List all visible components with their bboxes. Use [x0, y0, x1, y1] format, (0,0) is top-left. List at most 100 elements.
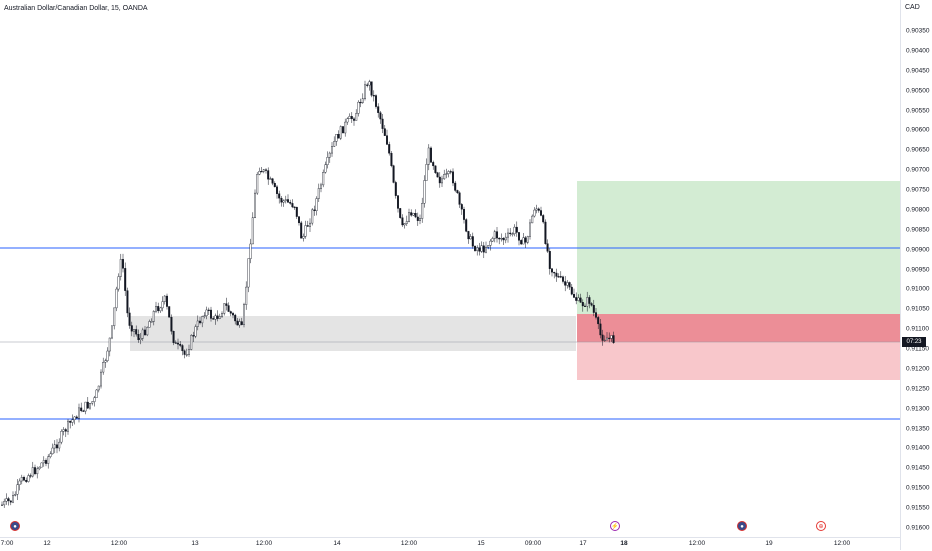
candle-body: [1, 504, 4, 506]
candle-body: [176, 342, 179, 345]
candle-body: [368, 81, 371, 86]
candle-body: [183, 350, 186, 355]
candle-body: [608, 337, 611, 340]
candle-body: [42, 460, 45, 464]
time-axis[interactable]: 7:00 12 12:00 13 12:00 14 12:00 15 09:00 17 18 12:0…: [0, 537, 900, 551]
time-label: 14: [333, 540, 341, 547]
price-label: 0.91050: [906, 305, 930, 313]
price-label: 0.91450: [906, 464, 930, 472]
candle-body: [214, 315, 217, 320]
candle-body: [511, 233, 514, 235]
candle-body: [205, 309, 208, 317]
candle-body: [430, 147, 433, 163]
candle-body: [601, 334, 604, 341]
time-label: 12:00: [400, 540, 418, 547]
candle-body: [361, 98, 364, 103]
candle-body: [557, 276, 560, 278]
candle-body: [157, 306, 160, 312]
candle-body: [245, 286, 248, 305]
candle-body: [399, 208, 402, 218]
candle-body: [612, 335, 615, 343]
price-label: 0.90850: [906, 226, 930, 234]
candle-body: [181, 345, 184, 352]
candle-body: [410, 212, 413, 216]
candle-body: [502, 238, 505, 241]
candle-body: [526, 236, 529, 243]
candle-body: [584, 305, 587, 307]
candle-body: [590, 303, 593, 306]
candle-body: [126, 290, 129, 314]
candle-body: [317, 188, 320, 199]
price-label: 0.90400: [906, 47, 930, 55]
candle-body: [438, 176, 441, 184]
candle-body: [445, 173, 448, 175]
price-label: 0.90900: [906, 246, 930, 254]
candle-body: [414, 213, 417, 218]
candle-body: [31, 467, 34, 477]
candle-body: [5, 498, 8, 502]
candle-body: [267, 170, 270, 180]
candle-body: [522, 237, 525, 245]
candle-body: [143, 329, 146, 336]
candle-body: [18, 480, 21, 485]
flag-icon[interactable]: ●: [737, 521, 747, 531]
candle-body: [93, 397, 96, 402]
candle-body: [34, 467, 37, 475]
candle-body: [80, 407, 83, 412]
candle-body: [108, 337, 111, 352]
flag-icon[interactable]: ●: [10, 521, 20, 531]
current-price-tag: 07:23: [902, 337, 926, 347]
candle-body: [597, 317, 600, 325]
candle-body: [194, 326, 197, 337]
candle-body: [350, 116, 353, 120]
candle-body: [324, 164, 327, 173]
event-icon[interactable]: ⊕: [816, 521, 826, 531]
candle-body: [592, 304, 595, 313]
candle-body: [504, 236, 507, 241]
candle-body: [146, 327, 149, 336]
candle-body: [401, 217, 404, 226]
chart-area[interactable]: Australian Dollar/Canadian Dollar, 15, O…: [0, 0, 900, 537]
candle-body: [388, 144, 391, 154]
candle-body: [227, 305, 230, 312]
price-label: 0.91500: [906, 484, 930, 492]
currency-label[interactable]: CAD: [905, 4, 920, 11]
candle-body: [606, 337, 609, 341]
candle-body: [58, 441, 61, 449]
candle-body: [273, 183, 276, 188]
candle-body: [476, 247, 479, 251]
candle-body: [201, 316, 204, 324]
candle-body: [463, 209, 466, 220]
candle-body: [447, 171, 450, 174]
candle-body: [487, 245, 490, 248]
candle-body: [335, 134, 338, 142]
candle-body: [436, 172, 439, 178]
price-axis[interactable]: CAD 0.90350 0.90400 0.90450 0.90500 0.90550 0…: [900, 0, 932, 550]
candle-body: [51, 447, 54, 455]
candle-body: [97, 385, 100, 391]
price-chart[interactable]: [0, 0, 900, 537]
candle-body: [137, 334, 140, 341]
candle-body: [196, 320, 199, 327]
candle-body: [174, 342, 177, 344]
candle-body: [315, 198, 318, 211]
candlesticks: [1, 79, 615, 508]
support-zone[interactable]: [130, 316, 576, 351]
lightning-icon[interactable]: ⚡: [610, 521, 620, 531]
candle-body: [163, 295, 166, 302]
candle-body: [117, 276, 120, 290]
candle-body: [161, 301, 164, 309]
price-label: 0.91350: [906, 425, 930, 433]
candle-body: [247, 258, 250, 288]
candle-body: [551, 268, 554, 273]
candle-body: [562, 276, 565, 282]
candle-body: [298, 216, 301, 224]
candle-body: [392, 165, 395, 183]
candle-body: [203, 315, 206, 317]
candle-body: [507, 232, 510, 238]
candle-body: [148, 321, 151, 328]
candle-body: [599, 323, 602, 336]
candle-body: [7, 498, 10, 502]
candle-body: [405, 221, 408, 224]
candle-body: [513, 226, 516, 235]
